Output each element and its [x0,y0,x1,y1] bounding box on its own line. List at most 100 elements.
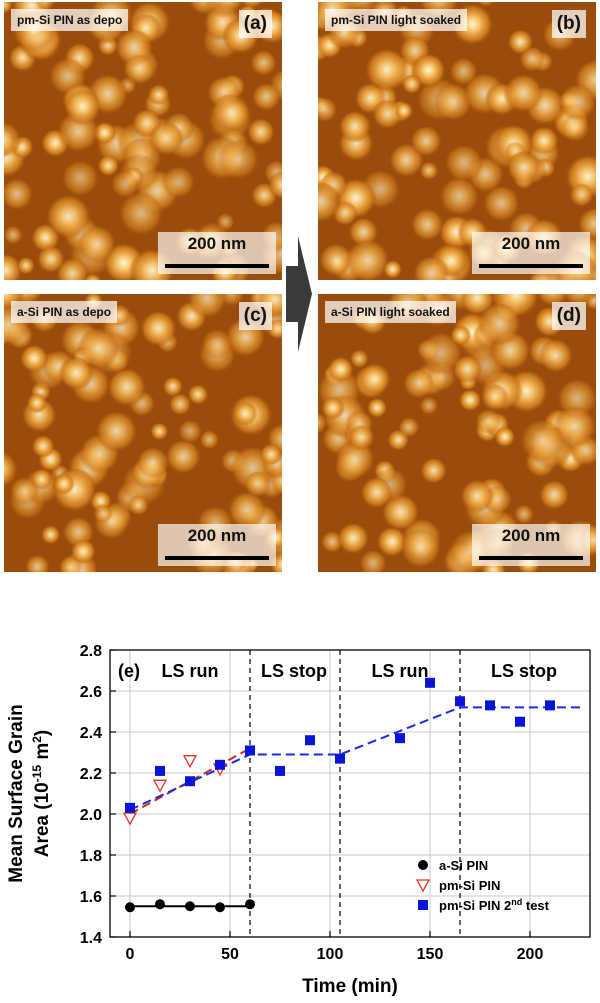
surface-grain [122,54,156,87]
surface-grain [93,504,113,525]
y-axis-title-unit-exponent: 2 [30,736,44,743]
surface-grain [110,171,140,200]
surface-grain [45,195,92,242]
surface-grain [95,412,138,455]
legend-marker [415,879,431,893]
chart-grid [110,649,590,938]
panel-c-scale-line [165,556,269,560]
region-label: LS stop [261,661,327,681]
surface-grain [358,364,392,397]
panel-e-label: (e) [118,661,140,681]
transition-arrow-icon [286,236,312,352]
data-point [185,901,195,912]
legend-marker [418,900,428,910]
surface-grain [251,83,281,113]
panel-b-scale-label: 200 nm [501,234,561,253]
surface-grain [419,396,439,417]
surface-grain [558,84,596,124]
surface-grain [449,58,478,88]
surface-grain [410,209,444,243]
data-point [245,899,255,910]
surface-grain [444,145,484,185]
y-tick-label: 2.0 [80,807,102,824]
y-tick-label: 2.4 [80,725,102,742]
surface-grain [507,30,534,57]
surface-grain [267,171,282,202]
surface-grain [529,127,559,158]
y-tick-label: 2.8 [80,643,102,660]
data-point [275,765,285,776]
surface-grain [477,303,522,349]
surface-grain [327,357,354,384]
chart-region-labels: LS run LS stop LS run LS stop [162,661,558,681]
surface-grain [410,126,442,159]
legend-label: a-Si PIN [439,858,488,873]
data-point [155,765,165,776]
data-point [425,677,435,688]
surface-grain [349,349,369,370]
surface-grain [76,328,120,372]
surface-grain [165,440,201,477]
surface-grain [168,393,192,417]
surface-grain [401,74,422,95]
afm-image-b [318,2,596,280]
surface-grain [26,393,48,415]
afm-image-d [318,294,596,572]
surface-grain [439,178,480,219]
panel-a-title: pm-Si PIN as depo [11,9,129,31]
panel-b-label: (b) [551,10,586,38]
surface-grain [419,333,464,378]
surface-grain [412,256,450,280]
data-point [125,902,135,913]
surface-grain [366,398,388,419]
surface-grain [201,329,234,362]
x-tick-label: 0 [126,946,135,963]
data-point [215,759,225,770]
panel-d-scale-bar: 200 nm [472,524,590,566]
surface-grain [246,118,276,148]
surface-grain [475,409,502,436]
region-label: LS stop [491,661,557,681]
y-axis-title-line2: Area (10-15 m2) [30,730,53,858]
panel-b-scale-bar: 200 nm [472,232,590,274]
x-tick-label: 200 [517,946,544,963]
surface-grain [136,447,170,481]
surface-grain [61,160,100,199]
surface-grain [199,430,220,451]
surface-grain [348,425,375,452]
surface-grain [53,474,75,496]
x-tick-label: 100 [317,946,344,963]
surface-grain [244,471,272,500]
surface-grain [419,162,439,182]
surface-grain [70,539,97,566]
surface-grain [106,369,147,409]
grain-area-chart: 0 50 100 150 200 1.4 1.6 1.8 2.0 2.2 2.4 2.6 2.8 LS … [6,643,591,997]
region-label: LS run [372,661,429,681]
data-point [215,902,225,913]
surface-grain [150,423,169,442]
y-axis-title-close: ) [32,730,53,736]
surface-grain [77,226,117,266]
surface-grain [187,384,209,406]
surface-grain [118,192,164,239]
panel-c-scale-label: 200 nm [187,526,247,545]
surface-grain [560,114,591,144]
surface-grain [161,167,196,201]
chart-stage-dividers [249,650,461,937]
data-point [152,779,168,793]
surface-grain [569,183,595,209]
chart-frame [109,649,591,938]
surface-grain [148,122,185,158]
surface-grain [139,311,177,349]
surface-grain [318,244,354,279]
y-tick-label: 1.4 [80,930,102,947]
data-point [245,745,255,756]
panel-b-scale-line [479,264,583,268]
y-axis-title-line1: Mean Surface Grain [6,704,27,882]
legend-label: pm-Si PIN 2nd test [439,897,550,913]
surface-grain [318,412,328,436]
panel-c-scale-bar: 200 nm [158,524,276,566]
surface-grain [31,435,55,460]
surface-grain [4,254,23,280]
surface-grain [84,273,102,280]
